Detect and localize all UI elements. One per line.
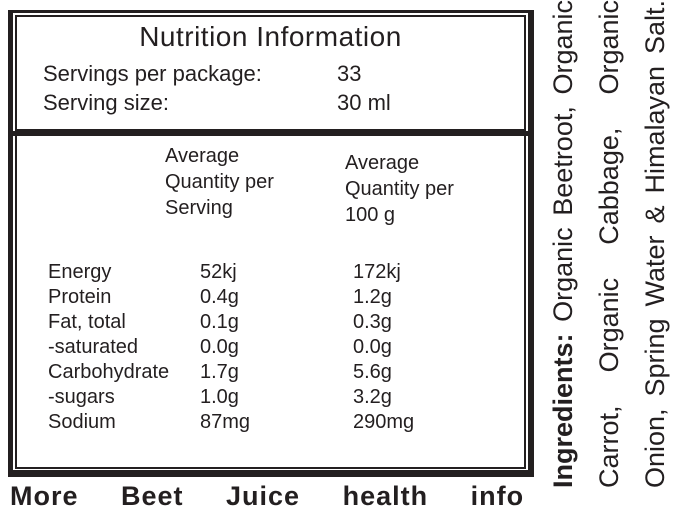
- nutrient-per-100g-value: 0.0g: [353, 336, 392, 358]
- panel-title: Nutrition Information: [139, 21, 402, 52]
- nutrition-panel: Nutrition Information Servings per packa…: [8, 10, 534, 477]
- ingredients-text: Ingredients: Organic Beetroot, Organic C…: [540, 0, 678, 488]
- nutrient-per-serving-value: 1.7g: [200, 361, 239, 383]
- nutrient-per-100g-value: 1.2g: [353, 286, 392, 308]
- serving-row-value: 30 ml: [337, 90, 391, 115]
- nutrient-per-serving-value: 0.4g: [200, 286, 239, 308]
- nutrient-per-100g-value: 172kj: [353, 261, 401, 283]
- nutrient-per-serving-value: 1.0g: [200, 386, 239, 408]
- nutrition-table: Average Quantity per Serving Average Qua…: [15, 136, 526, 469]
- nutrient-per-100g-value: 3.2g: [353, 386, 392, 408]
- nutrient-name: -sugars: [48, 386, 115, 408]
- nutrient-row: Protein 0.4g 1.2g: [48, 285, 524, 310]
- nutrient-row: Fat, total 0.1g 0.3g: [48, 310, 524, 335]
- nutrient-name: Energy: [48, 261, 112, 283]
- ingredients-line-2: Carrot, Organic Cabbage, Organic: [594, 0, 624, 488]
- nutrient-per-100g-value: 290mg: [353, 411, 415, 433]
- ingredients-line-3: Onion, Spring Water & Himalayan Salt.: [640, 0, 670, 488]
- ingredients-line-1-rest: Organic Beetroot, Organic: [548, 0, 578, 334]
- ingredients-label: Ingredients:: [548, 333, 578, 488]
- nutrient-name: Sodium: [48, 411, 116, 433]
- nutrient-row: Energy 52kj 172kj: [48, 260, 524, 285]
- serving-row: Serving size: 30 ml: [43, 88, 524, 117]
- nutrient-row: -sugars 1.0g 3.2g: [48, 385, 524, 410]
- nutrient-name: Fat, total: [48, 311, 126, 333]
- panel-divider: [13, 131, 528, 136]
- nutrient-name: Protein: [48, 286, 112, 308]
- nutrient-rows: Energy 52kj 172kj Protein 0.4g 1.2g Fat,…: [17, 260, 524, 435]
- nutrition-header-box: Nutrition Information Servings per packa…: [15, 15, 526, 131]
- serving-row-value: 33: [337, 61, 362, 86]
- nutrient-per-serving-value: 0.0g: [200, 336, 239, 358]
- ingredients-line-1: Ingredients: Organic Beetroot, Organic: [540, 0, 586, 488]
- nutrient-per-serving-value: 0.1g: [200, 311, 239, 333]
- nutrient-per-serving-value: 87mg: [200, 411, 251, 433]
- column-header-per-serving: Average Quantity per Serving: [165, 145, 274, 219]
- nutrient-per-100g-value: 0.3g: [353, 311, 392, 333]
- serving-row: Servings per package: 33: [43, 59, 524, 88]
- nutrient-row: Sodium 87mg 290mg: [48, 410, 524, 435]
- serving-row-label: Servings per package:: [43, 61, 262, 86]
- serving-info: Servings per package: 33 Serving size: 3…: [17, 59, 524, 117]
- column-header-per-100g: Average Quantity per 100 g: [345, 152, 454, 226]
- nutrient-row: Carbohydrate 1.7g 5.6g: [48, 360, 524, 385]
- nutrient-name: Carbohydrate: [48, 361, 170, 383]
- ingredients-sidebar: Ingredients: Organic Beetroot, Organic C…: [540, 0, 678, 488]
- nutrient-name: -saturated: [48, 336, 139, 358]
- bottom-cutoff-text: More Beet Juice health info: [10, 481, 525, 511]
- nutrient-row: -saturated 0.0g 0.0g: [48, 335, 524, 360]
- nutrient-per-serving-value: 52kj: [200, 261, 237, 283]
- serving-row-label: Serving size:: [43, 90, 169, 115]
- nutrient-per-100g-value: 5.6g: [353, 361, 392, 383]
